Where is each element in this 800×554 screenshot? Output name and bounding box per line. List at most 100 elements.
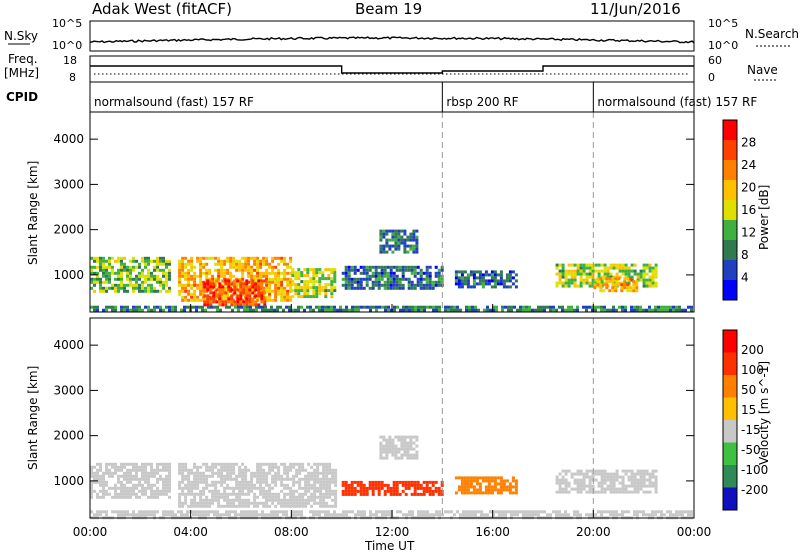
echo-cell: [202, 504, 206, 508]
echo-cell: [289, 298, 293, 302]
echo-cell: [392, 271, 396, 275]
echo-cell: [286, 477, 290, 481]
echo-cell: [484, 479, 488, 483]
echo-cell: [265, 280, 269, 284]
echo-cell: [117, 286, 120, 290]
echo-cell: [615, 281, 619, 285]
echo-cell: [280, 483, 284, 487]
echo-cell: [642, 272, 646, 276]
echo-cell: [558, 484, 562, 488]
echo-cell: [181, 295, 185, 299]
echo-cell: [567, 272, 571, 276]
echo-cell: [274, 495, 278, 499]
echo-cell: [99, 495, 102, 499]
echo-cell: [642, 478, 646, 482]
echo-cell: [617, 277, 621, 281]
echo-cell: [561, 266, 565, 270]
echo-cell: [280, 489, 284, 493]
echo-cell: [379, 238, 383, 242]
echo-cell: [190, 277, 194, 281]
echo-cell: [368, 274, 372, 278]
echo-cell: [268, 286, 272, 290]
echo-cell: [283, 504, 287, 508]
echo-cell: [241, 468, 245, 472]
echo-cell: [165, 259, 168, 263]
echo-cell: [138, 262, 141, 266]
echo-cell: [196, 501, 200, 505]
power-colorbar-label: Power [dB]: [757, 185, 771, 250]
echo-cell: [654, 478, 658, 482]
echo-cell: [253, 486, 257, 490]
echo-cell: [454, 282, 458, 286]
echo-cell: [117, 268, 120, 272]
echo-cell: [630, 490, 634, 494]
colorbar-segment: [723, 397, 737, 420]
echo-cell: [507, 308, 510, 312]
echo-cell: [226, 495, 230, 499]
echo-cell: [371, 286, 375, 290]
echo-cell: [235, 483, 239, 487]
echo-cell: [105, 289, 108, 293]
echo-cell: [635, 289, 639, 293]
echo-cell: [212, 291, 216, 295]
echo-cell: [184, 486, 188, 490]
echo-cell: [347, 286, 351, 290]
echo-cell: [230, 300, 234, 304]
echo-cell: [606, 478, 610, 482]
echo-cell: [687, 510, 690, 514]
echo-cell: [178, 498, 182, 502]
echo-cell: [605, 280, 609, 284]
echo-cell: [282, 510, 285, 514]
echo-cell: [165, 474, 168, 478]
echo-cell: [413, 268, 417, 272]
echo-cell: [415, 229, 419, 233]
echo-cell: [389, 274, 393, 278]
echo-cell: [603, 490, 607, 494]
echo-cell: [211, 495, 215, 499]
echo-cell: [475, 488, 479, 492]
echo-cell: [356, 483, 360, 487]
echo-cell: [350, 480, 354, 484]
echo-cell: [371, 280, 375, 284]
echo-cell: [254, 294, 258, 298]
echo-cell: [162, 308, 165, 312]
echo-cell: [582, 263, 586, 267]
echo-cell: [234, 510, 237, 514]
echo-cell: [525, 305, 528, 309]
echo-cell: [193, 265, 197, 269]
echo-cell: [400, 456, 404, 460]
echo-cell: [404, 492, 408, 496]
echo-cell: [675, 308, 678, 312]
echo-cell: [394, 453, 398, 457]
echo-cell: [241, 265, 245, 269]
echo-cell: [397, 235, 401, 239]
echo-cell: [217, 468, 221, 472]
echo-cell: [123, 492, 126, 496]
echo-cell: [259, 274, 263, 278]
echo-cell: [400, 435, 404, 439]
echo-cell: [199, 286, 203, 290]
echo-cell: [457, 270, 461, 274]
echo-cell: [236, 294, 240, 298]
echo-cell: [576, 478, 580, 482]
echo-cell: [409, 244, 413, 248]
echo-cell: [502, 479, 506, 483]
echo-cell: [255, 305, 258, 309]
echo-cell: [162, 274, 165, 278]
echo-cell: [549, 308, 552, 312]
echo-cell: [141, 513, 144, 517]
echo-cell: [147, 262, 150, 266]
echo-cell: [621, 272, 625, 276]
echo-cell: [120, 262, 123, 266]
colorbar-tick-label: 24: [741, 158, 756, 172]
echo-cell: [639, 269, 643, 273]
echo-cell: [168, 471, 171, 475]
echo-cell: [153, 474, 156, 478]
echo-cell: [292, 498, 296, 502]
echo-cell: [499, 479, 503, 483]
echo-cell: [490, 488, 494, 492]
echo-cell: [168, 289, 171, 293]
echo-cell: [132, 510, 135, 514]
echo-cell: [141, 256, 144, 260]
echo-cell: [383, 283, 387, 287]
